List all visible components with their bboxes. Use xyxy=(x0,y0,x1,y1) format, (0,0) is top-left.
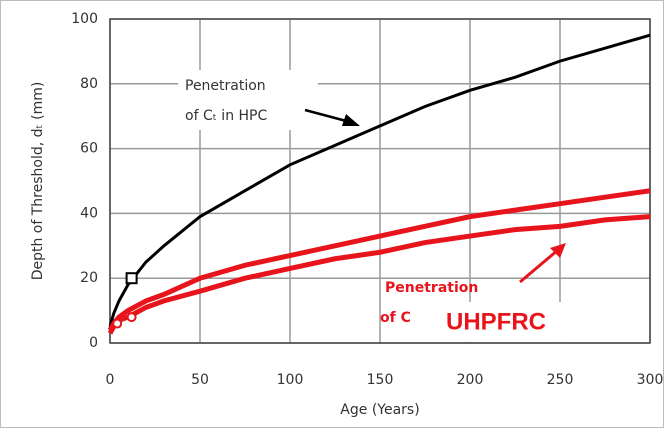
marker xyxy=(112,318,123,329)
line xyxy=(107,188,651,332)
y-tick-label: 100 xyxy=(71,11,98,27)
annotation: of Cₜ in HPC xyxy=(185,108,267,124)
x-tick-label: 300 xyxy=(637,372,664,388)
y-tick-label: 20 xyxy=(80,270,98,286)
annotation: Penetration xyxy=(385,280,478,296)
x-tick-label: 150 xyxy=(367,372,394,388)
line xyxy=(108,33,651,328)
label-bg xyxy=(178,70,318,130)
marker xyxy=(126,312,137,323)
x-tick-label: 200 xyxy=(457,372,484,388)
x-tick-label: 250 xyxy=(547,372,574,388)
x-tick-label: 100 xyxy=(277,372,304,388)
annotation: Penetration xyxy=(185,78,266,94)
arrow xyxy=(304,108,351,124)
label-bg xyxy=(424,302,584,342)
arrow xyxy=(519,248,559,284)
annotation: UHPFRC xyxy=(446,308,546,335)
marker xyxy=(125,272,138,285)
x-tick-label: 50 xyxy=(191,372,209,388)
y-tick-label: 0 xyxy=(89,335,98,351)
y-axis-label: Depth of Threshold, dₜ (mm) xyxy=(30,82,46,281)
y-tick-label: 60 xyxy=(80,141,98,157)
y-tick-label: 80 xyxy=(80,76,98,92)
annotation: of C xyxy=(380,310,411,326)
x-tick-label: 0 xyxy=(106,372,115,388)
x-axis-label: Age (Years) xyxy=(340,402,419,418)
plot-border xyxy=(109,18,651,344)
arrow-head xyxy=(550,243,566,258)
y-tick-label: 40 xyxy=(80,205,98,221)
arrow-head xyxy=(342,114,360,126)
line xyxy=(107,214,651,335)
